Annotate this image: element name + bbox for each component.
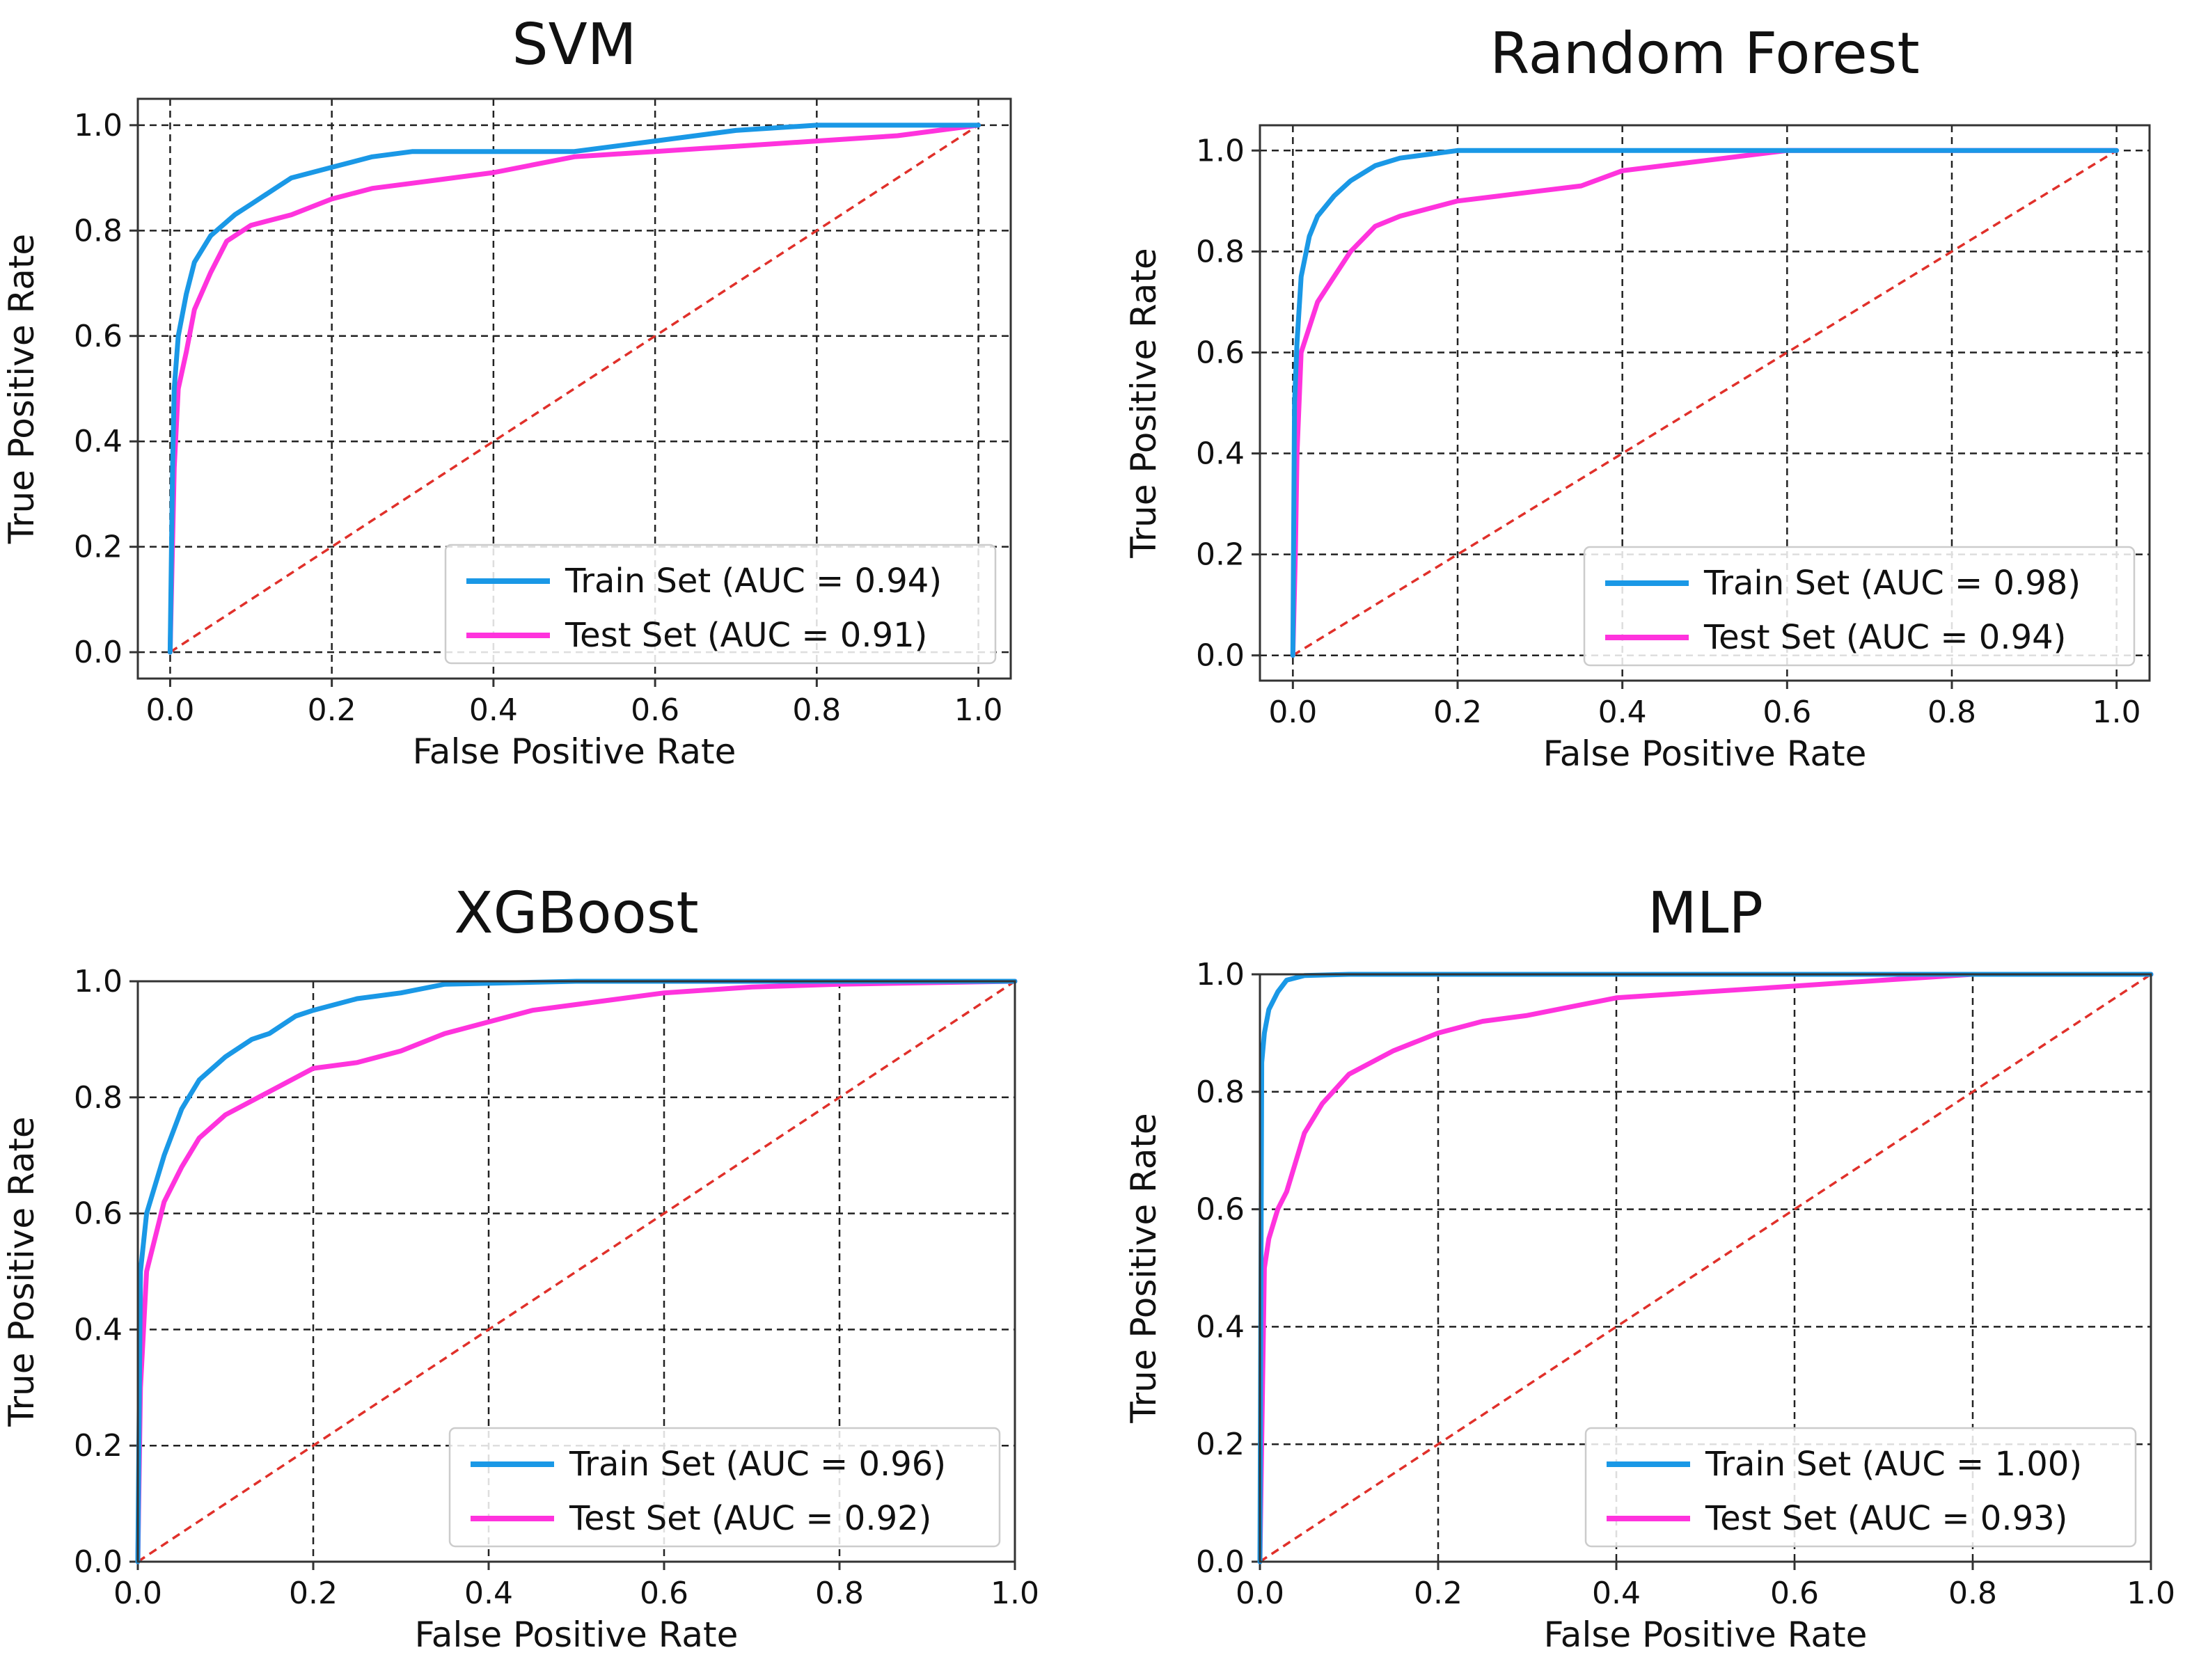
x-tick-label: 0.8 xyxy=(792,692,841,728)
x-tick-label: 0.2 xyxy=(308,692,356,728)
x-tick-label: 0.6 xyxy=(631,692,679,728)
legend-box xyxy=(448,1427,1001,1548)
y-tick-label: 1.0 xyxy=(1196,133,1245,168)
roc-panel-1: SVM 0.0 0.0 0.2 0.2 0.4 0.4 0.6 0.6 0.8 0.8 1.0 1.0 F… xyxy=(1,12,1012,772)
x-tick-label: 0.0 xyxy=(145,692,194,728)
y-tick-label: 0.8 xyxy=(1196,1075,1245,1110)
test-roc-curve xyxy=(1290,148,2120,658)
test-roc-curve xyxy=(1257,972,2154,1564)
y-tick-label: 0.6 xyxy=(74,319,123,354)
roc-panel-4: MLP 0.00.0 0.2 0.2 0.4 0.4 0.6 0.6 0.8 0.8 1.0 1.0 F… xyxy=(1123,880,2175,1655)
legend-test-label: Test Set (AUC = 0.91) xyxy=(565,616,927,655)
y-axis-label: True Positive Rate xyxy=(1123,1113,1164,1423)
y-tick-label: 0.4 xyxy=(1196,1309,1245,1345)
legend-box xyxy=(444,544,997,665)
y-tick-label: 0.0 xyxy=(1196,638,1245,674)
x-tick-label: 0.6 xyxy=(1770,1576,1819,1611)
x-tick-label: 0.0 xyxy=(1236,1576,1284,1611)
roc-panel-2: Random Forest 0.0 0.0 0.2 0.2 0.4 0.4 0.6 0.6 0.8… xyxy=(1123,21,2151,774)
legend-train-label: Train Set (AUC = 0.96) xyxy=(569,1445,946,1484)
x-tick-label: 1.0 xyxy=(2127,1576,2175,1611)
chance-diagonal-line xyxy=(1259,973,2152,1563)
x-tick-label: 0.2 xyxy=(289,1576,338,1611)
legend-train-label: Train Set (AUC = 0.98) xyxy=(1703,564,2081,603)
legend-test-label: Test Set (AUC = 0.94) xyxy=(1703,618,2066,657)
x-tick-label: 0.8 xyxy=(815,1576,864,1611)
y-tick-label: 1.0 xyxy=(74,108,123,143)
chart-title: XGBoost xyxy=(454,880,698,946)
test-roc-curve xyxy=(167,122,981,655)
x-tick-label: 0.6 xyxy=(1763,695,1811,730)
x-tick-label: 0.4 xyxy=(1598,695,1647,730)
legend-train-label: Train Set (AUC = 0.94) xyxy=(565,562,942,601)
x-tick-label: 0.2 xyxy=(1433,695,1482,730)
y-tick-label: 0.2 xyxy=(74,530,123,565)
chance-diagonal-line xyxy=(169,124,979,653)
y-tick-label: 0.0 xyxy=(74,635,123,670)
x-tick-label: 0.6 xyxy=(640,1576,688,1611)
x-axis-label: False Positive Rate xyxy=(415,1615,739,1655)
legend-test-label: Test Set (AUC = 0.92) xyxy=(569,1499,931,1538)
axes-frame xyxy=(136,980,1016,1563)
chart-title: MLP xyxy=(1648,880,1763,946)
y-axis-label: True Positive Rate xyxy=(1123,248,1164,558)
y-tick-label: 0.0 xyxy=(1196,1544,1245,1580)
axes-frame xyxy=(1259,973,2152,1563)
x-tick-label: 0.2 xyxy=(1414,1576,1462,1611)
x-axis-label: False Positive Rate xyxy=(413,731,736,772)
y-axis-label: True Positive Rate xyxy=(1,234,42,544)
legend-train-label: Train Set (AUC = 1.00) xyxy=(1705,1445,2082,1484)
x-tick-label: 0.8 xyxy=(1927,695,1976,730)
y-tick-label: 0.6 xyxy=(1196,335,1245,370)
axes-frame xyxy=(136,97,1012,680)
y-tick-label: 0.4 xyxy=(74,1312,123,1347)
chart-title: Random Forest xyxy=(1490,21,1919,87)
axes-frame xyxy=(1259,124,2151,682)
y-tick-label: 0.2 xyxy=(1196,537,1245,573)
x-axis-label: False Positive Rate xyxy=(1544,1615,1868,1655)
chance-diagonal-line xyxy=(1292,149,2118,657)
train-roc-curve xyxy=(167,122,981,655)
y-tick-label: 0.6 xyxy=(1196,1192,1245,1228)
y-tick-label: 0.2 xyxy=(1196,1427,1245,1462)
y-tick-label: 0.2 xyxy=(74,1428,123,1464)
x-tick-label: 0.4 xyxy=(1592,1576,1641,1611)
x-tick-label: 1.0 xyxy=(954,692,1003,728)
y-tick-label: 0.8 xyxy=(74,1080,123,1116)
x-tick-label: 0.4 xyxy=(469,692,518,728)
x-axis-label: False Positive Rate xyxy=(1543,734,1867,774)
y-axis-label: True Positive Rate xyxy=(1,1116,42,1427)
roc-panel-3: XGBoost 0.00.0 0.2 0.2 0.4 0.4 0.6 0.6 0.8 0.8 1.0… xyxy=(1,880,1039,1655)
train-roc-curve xyxy=(135,978,1018,1564)
legend-box xyxy=(1584,1427,2137,1548)
y-tick-label: 0.4 xyxy=(74,424,123,459)
train-roc-curve xyxy=(1290,148,2120,658)
x-tick-label: 0.4 xyxy=(464,1576,513,1611)
x-tick-label: 0.8 xyxy=(1948,1576,1997,1611)
y-tick-label: 0.6 xyxy=(74,1196,123,1232)
x-tick-label: 1.0 xyxy=(991,1576,1039,1611)
x-tick-label: 1.0 xyxy=(2092,695,2141,730)
legend-test-label: Test Set (AUC = 0.93) xyxy=(1705,1499,2067,1538)
y-tick-label: 1.0 xyxy=(74,964,123,999)
y-tick-label: 0.8 xyxy=(1196,234,1245,269)
legend-box xyxy=(1583,546,2136,667)
chart-title: SVM xyxy=(512,12,637,78)
y-tick-label: 0.8 xyxy=(74,213,123,248)
x-tick-label: 0.0 xyxy=(1268,695,1317,730)
x-tick-label: 0.0 xyxy=(113,1576,162,1611)
test-roc-curve xyxy=(135,978,1018,1564)
y-tick-label: 1.0 xyxy=(1196,957,1245,992)
y-tick-label: 0.4 xyxy=(1196,436,1245,472)
chance-diagonal-line xyxy=(137,980,1016,1563)
y-tick-label: 0.0 xyxy=(74,1544,123,1580)
